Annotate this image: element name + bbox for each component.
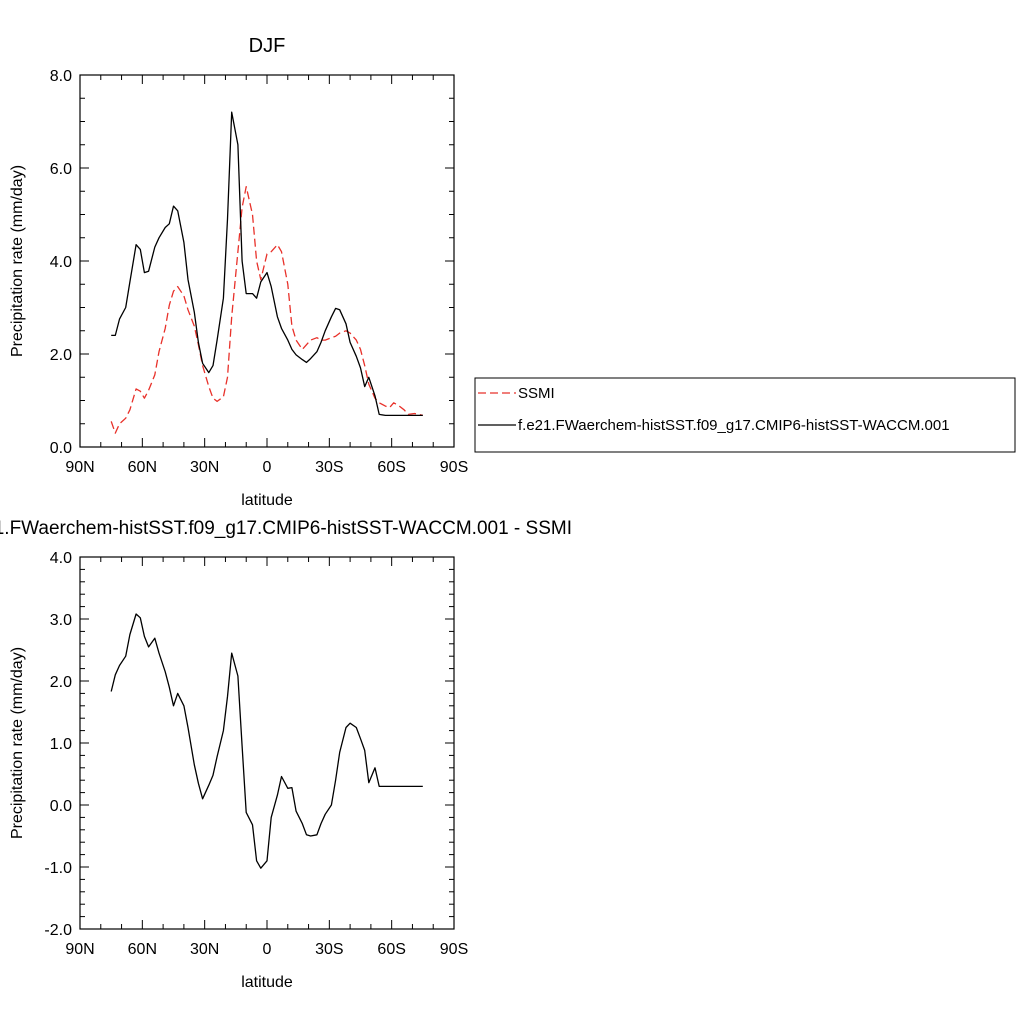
x-tick-label: 90S <box>440 941 468 958</box>
x-tick-label: 30N <box>190 459 219 476</box>
x-tick-label: 60N <box>128 459 157 476</box>
y-tick-label: 3.0 <box>50 612 72 629</box>
y-tick-label: 1.0 <box>50 736 72 753</box>
x-tick-label: 90S <box>440 459 468 476</box>
chart-title: DJF <box>249 35 286 57</box>
legend-label-ssmi: SSMI <box>518 385 555 402</box>
legend-label-model: f.e21.FWaerchem-histSST.f09_g17.CMIP6-hi… <box>518 417 950 434</box>
y-tick-label: 6.0 <box>50 161 72 178</box>
top-panel-djf: DJF 90N 60N 30N 0 30S 60S 90S 0.0 2.0 4.0 6.0 8.0 lat… <box>9 35 468 509</box>
y-tick-label: 2.0 <box>50 674 72 691</box>
chart-title: f.e21.FWaerchem-histSST.f09_g17.CMIP6-hi… <box>0 518 572 539</box>
series-line-ssmi <box>110 185 423 434</box>
x-tick-label: 0 <box>263 941 272 958</box>
y-tick-label: 4.0 <box>50 254 72 271</box>
y-tick-label: 4.0 <box>50 550 72 567</box>
x-tick-label: 60S <box>377 941 405 958</box>
x-tick-label: 30S <box>315 941 343 958</box>
x-tick-label: 30N <box>190 941 219 958</box>
x-tick-label: 90N <box>65 941 94 958</box>
y-tick-label: 0.0 <box>50 798 72 815</box>
plot-frame <box>79 556 455 930</box>
x-tick-label: 60S <box>377 459 405 476</box>
y-tick-label: 2.0 <box>50 347 72 364</box>
y-tick-label: 0.0 <box>50 440 72 457</box>
x-tick-label: 30S <box>315 459 343 476</box>
y-tick-label: -1.0 <box>44 860 72 877</box>
x-tick-label: 0 <box>263 459 272 476</box>
y-tick-label: -2.0 <box>44 922 72 939</box>
series-line-difference <box>110 613 423 869</box>
x-axis-label: latitude <box>241 492 293 509</box>
plot-frame <box>79 74 455 448</box>
legend: SSMI f.e21.FWaerchem-histSST.f09_g17.CMI… <box>474 377 1016 453</box>
series-line-model <box>111 111 423 417</box>
legend-box <box>474 377 1016 453</box>
x-tick-label: 90N <box>65 459 94 476</box>
y-axis-label: Precipitation rate (mm/day) <box>9 165 26 357</box>
y-tick-label: 8.0 <box>50 68 72 85</box>
y-axis-label: Precipitation rate (mm/day) <box>9 647 26 839</box>
x-axis-label: latitude <box>241 974 293 991</box>
x-tick-label: 60N <box>128 941 157 958</box>
bottom-panel-difference: f.e21.FWaerchem-histSST.f09_g17.CMIP6-hi… <box>0 518 572 991</box>
